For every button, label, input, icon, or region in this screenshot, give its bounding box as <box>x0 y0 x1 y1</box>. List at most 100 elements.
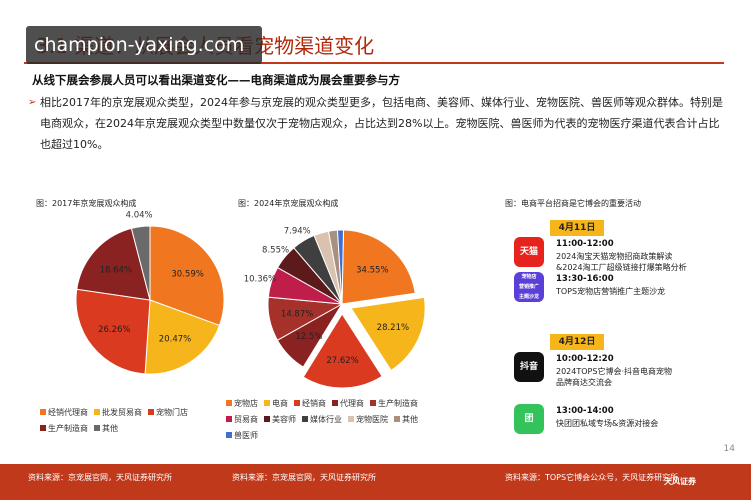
date-badge: 4月12日 <box>550 334 604 350</box>
legend-item-0-0: 经销代理商 <box>40 404 88 420</box>
legend-label: 兽医师 <box>234 430 258 440</box>
legend-label: 生产制造商 <box>48 423 88 433</box>
legend-label: 宠物门店 <box>156 407 188 417</box>
legend-item-0-1: 批发贸易商 <box>94 404 142 420</box>
legend-item-0-2: 宠物门店 <box>148 404 188 420</box>
legend-label: 代理商 <box>340 398 364 408</box>
legend-label: 宠物医院 <box>356 414 388 424</box>
pie-chart-2024: 34.55% 28.21% 27.62% 12.5% 14.87% 10.36% 8.55%… <box>244 227 426 389</box>
pie-slice-0-2 <box>75 288 151 375</box>
legend-swatch <box>226 432 232 438</box>
legend-swatch <box>264 416 270 422</box>
pie-label-1-4: 14.87% <box>281 310 313 320</box>
legend-item-1-7: 媒体行业 <box>302 411 342 427</box>
legend-item-1-1: 电商 <box>264 395 288 411</box>
legend-swatch <box>370 400 376 406</box>
legend-swatch <box>226 416 232 422</box>
pie-label-1-1: 28.21% <box>377 323 409 333</box>
source-right: 资料来源：TOPS它博会公众号，天风证券研究所 <box>505 473 679 482</box>
page-number: 14 <box>723 444 735 454</box>
legend-swatch <box>264 400 270 406</box>
pie-slice-1-2 <box>302 313 383 389</box>
legend-item-1-4: 生产制造商 <box>370 395 418 411</box>
legend-label: 宠物店 <box>234 398 258 408</box>
legend-item-1-3: 代理商 <box>332 395 364 411</box>
douyin-icon: 抖音 <box>514 352 544 382</box>
pie-slice-0-1 <box>144 299 221 375</box>
legend-swatch <box>40 409 46 415</box>
event-description: 2024淘宝天猫宠物招商政策解读 &2024淘工厂超级链接打爆策略分析 <box>556 252 687 272</box>
legend-swatch <box>332 400 338 406</box>
legend-item-1-2: 经销商 <box>294 395 326 411</box>
bullet-text: 相比2017年的京宠展观众类型，2024年参与京宠展的观众类型更多，包括电商、美… <box>40 96 723 151</box>
legend-swatch <box>348 416 354 422</box>
pie-label-1-5: 10.36% <box>244 274 276 284</box>
bullet-paragraph: ➢ 相比2017年的京宠展观众类型，2024年参与京宠展的观众类型更多，包括电商… <box>28 92 728 155</box>
salon-icon: 宠物店 营销推广 主题沙龙 <box>514 272 544 302</box>
legend-label: 媒体行业 <box>310 414 342 424</box>
legend-swatch <box>148 409 154 415</box>
title-divider <box>24 62 724 64</box>
pie-label-0-1: 20.47% <box>159 334 191 344</box>
pie-label-0-2: 26.26% <box>98 325 130 335</box>
event-description: 快团团私域专场&资源对接会 <box>556 419 659 428</box>
legend-label: 其他 <box>102 423 118 433</box>
legend-label: 经销商 <box>302 398 326 408</box>
pie-slice-1-0 <box>341 229 416 305</box>
pie-slice-0-0 <box>149 225 225 327</box>
tmall-icon: 天猫 <box>514 237 544 267</box>
legend-2017: 经销代理商 批发贸易商 宠物门店生产制造商 其他 <box>40 404 205 436</box>
legend-swatch <box>294 400 300 406</box>
legend-2024: 宠物店 电商 经销商 代理商 生产制造商贸易商 美容师 媒体行业 宠物医院 其他兽医师 <box>226 395 456 443</box>
figure-label-2024: 图：2024年京宠展观众构成 <box>238 199 339 208</box>
legend-item-1-0: 宠物店 <box>226 395 258 411</box>
legend-item-1-10: 兽医师 <box>226 427 258 443</box>
pie-label-1-0: 34.55% <box>356 266 388 276</box>
legend-swatch <box>394 416 400 422</box>
event-time: 13:00-14:00 <box>556 406 614 416</box>
legend-label: 经销代理商 <box>48 407 88 417</box>
legend-label: 批发贸易商 <box>102 407 142 417</box>
pie-slice-0-4 <box>130 225 151 301</box>
pie-label-1-3: 12.5% <box>295 332 322 342</box>
legend-swatch <box>40 425 46 431</box>
source-left: 资料来源：京宠展官网，天风证券研究所 <box>28 473 172 482</box>
legend-swatch <box>94 409 100 415</box>
legend-item-1-6: 美容师 <box>264 411 296 427</box>
date-badge: 4月11日 <box>550 220 604 236</box>
pie-label-1-6: 8.55% <box>262 245 289 255</box>
legend-item-0-4: 其他 <box>94 420 118 436</box>
event-time: 13:30-16:00 <box>556 274 614 284</box>
legend-label: 生产制造商 <box>378 398 418 408</box>
event-description: TOPS宠物店营销推广主题沙龙 <box>556 287 666 296</box>
pie-chart-2017: 30.59% 20.47% 26.26% 18.64% 4.04% <box>75 211 225 375</box>
event-time: 11:00-12:00 <box>556 239 614 249</box>
pie-label-1-7: 7.94% <box>284 227 311 237</box>
watermark: champion-yaxing.com <box>26 26 262 64</box>
legend-swatch <box>302 416 308 422</box>
footer-logo: 天风证券 <box>664 477 696 486</box>
legend-swatch <box>226 400 232 406</box>
event-time: 10:00-12:20 <box>556 354 614 364</box>
footer-bar <box>0 464 751 500</box>
legend-label: 美容师 <box>272 414 296 424</box>
pie-label-0-3: 18.64% <box>100 265 132 275</box>
legend-item-1-8: 宠物医院 <box>348 411 388 427</box>
pie-label-0-0: 30.59% <box>171 270 203 280</box>
source-mid: 资料来源：京宠展官网，天风证券研究所 <box>232 473 376 482</box>
event-description: 2024TOPS它博会·抖音电商宠物 品牌商达交流会 <box>556 367 672 387</box>
pie-label-0-4: 4.04% <box>126 211 153 221</box>
pie-slice-1-1 <box>350 296 426 372</box>
pie-label-1-2: 27.62% <box>326 356 358 366</box>
legend-item-0-3: 生产制造商 <box>40 420 88 436</box>
subtitle: 从线下展会参展人员可以看出渠道变化——电商渠道成为展会重要参与方 <box>32 73 400 87</box>
figure-label-events: 图：电商平台招商是它博会的重要活动 <box>505 199 641 208</box>
figure-label-2017: 图：2017年京宠展观众构成 <box>36 199 137 208</box>
pie-slice-1-10 <box>336 229 344 305</box>
bullet-arrow-icon: ➢ <box>28 97 37 108</box>
legend-label: 贸易商 <box>234 414 258 424</box>
legend-label: 其他 <box>402 414 418 424</box>
legend-swatch <box>94 425 100 431</box>
pie-slice-0-3 <box>76 227 151 301</box>
legend-item-1-9: 其他 <box>394 411 418 427</box>
